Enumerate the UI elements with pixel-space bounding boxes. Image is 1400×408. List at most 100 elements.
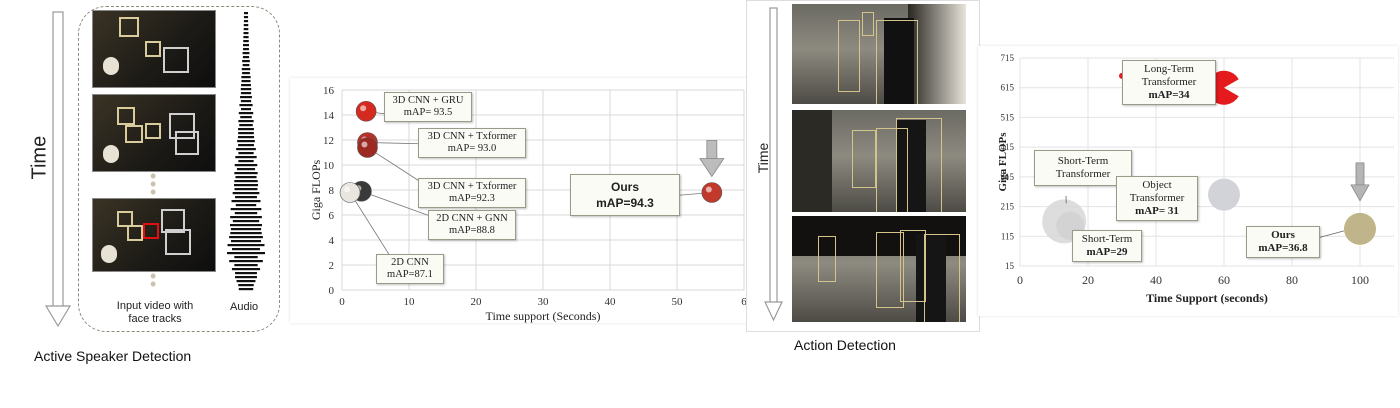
waveform-bar: [236, 148, 256, 151]
waveform-bar: [238, 120, 254, 123]
waveform-bar: [243, 40, 249, 43]
waveform-bar: [231, 268, 261, 271]
time-label: Time: [28, 135, 51, 180]
chart1-point: [357, 137, 378, 158]
waveform-bar: [242, 64, 250, 67]
waveform-bar: [242, 52, 250, 55]
chart1-ytick-label: 4: [329, 235, 335, 247]
chart1-leader-line: [361, 190, 431, 217]
chart1-ours-arrow-head-icon: [699, 158, 725, 178]
chart2-label-ours: Ours mAP=36.8: [1246, 226, 1320, 258]
waveform-bar: [242, 60, 250, 63]
waveform-bar: [232, 248, 260, 251]
chart1-point-highlight: [344, 186, 351, 193]
waveform-bar: [227, 244, 265, 247]
action-detection-caption: Action Detection: [794, 337, 896, 353]
waveform-bar: [229, 260, 263, 263]
time-label-2: Time: [755, 142, 771, 174]
waveform-bar: [235, 272, 257, 275]
waveform-bar: [240, 108, 252, 111]
waveform-bar: [239, 124, 253, 127]
chart2-xtick-label: 100: [1351, 273, 1369, 287]
waveform-bar: [232, 192, 260, 195]
waveform-bar: [244, 12, 248, 15]
audio-waveform-icon: [227, 12, 265, 291]
waveform-bar: [243, 16, 249, 19]
chart1-point-highlight: [360, 105, 367, 112]
chart1-point-highlight: [361, 141, 368, 148]
chart1-ytick-label: 10: [323, 160, 335, 172]
video-frame-2: [92, 94, 216, 172]
waveform-bar: [230, 228, 262, 231]
chart1-label-2dcnn: 2D CNN mAP=87.1: [376, 254, 444, 284]
waveform-bar: [243, 32, 249, 35]
waveform-bar: [230, 216, 262, 219]
video-audio-container: [78, 6, 280, 332]
chart1-label-3dcnn-gru: 3D CNN + GRU mAP= 93.5: [384, 92, 472, 122]
chart2-ytick-label: 115: [1001, 231, 1015, 241]
chart2-label-object-transformer: Object Transformer mAP= 31: [1116, 176, 1198, 221]
chart2-point-ours: [1344, 212, 1376, 245]
chart1-leader-line: [349, 192, 391, 257]
chart2-xtick-label: 60: [1218, 273, 1230, 287]
frames-ellipsis: • • •: [150, 166, 157, 202]
waveform-bar: [236, 280, 256, 283]
waveform-bar: [240, 92, 252, 95]
chart2-ytick-label: 515: [1001, 112, 1015, 122]
waveform-bar: [239, 104, 253, 107]
chart1-point: [339, 182, 361, 203]
waveform-bar: [234, 264, 258, 267]
street-frame-3: [792, 216, 966, 322]
waveform-bar: [230, 208, 262, 211]
chart1-xtick-label: 20: [471, 296, 483, 308]
time-arrow-icon-2: [764, 7, 783, 322]
input-video-label: Input video with face tracks: [116, 300, 194, 325]
waveform-bar: [238, 144, 254, 147]
waveform-bar: [237, 136, 255, 139]
chart2-ours-arrow-icon: [1355, 162, 1365, 186]
chart2-xtick-label: 0: [1017, 273, 1023, 287]
chart2-xtick-label: 40: [1150, 273, 1162, 287]
video-frame-1: [92, 10, 216, 88]
chart1-ytick-label: 6: [329, 210, 335, 222]
chart1-ytick-label: 12: [323, 135, 334, 147]
chart2-ytick-label: 615: [1001, 83, 1015, 93]
chart1-point: [701, 182, 723, 203]
chart2-x-axis-label: Time Support (seconds): [1146, 291, 1268, 305]
waveform-bar: [234, 212, 258, 215]
audio-label: Audio: [230, 301, 259, 313]
time-arrow-icon: [44, 11, 72, 328]
frames-ellipsis-2: • •: [150, 266, 157, 294]
asd-caption: Active Speaker Detection: [34, 348, 192, 364]
waveform-bar: [234, 172, 258, 175]
waveform-bar: [243, 44, 249, 47]
waveform-bar: [240, 116, 252, 119]
chart1-point: [355, 100, 377, 122]
waveform-bar: [232, 220, 260, 223]
waveform-bar: [235, 156, 257, 159]
chart2-ytick-label: 715: [1001, 53, 1015, 63]
waveform-bar: [243, 48, 249, 51]
chart1-ytick-label: 14: [323, 110, 335, 122]
waveform-bar: [241, 80, 251, 83]
video-frame-3: [92, 198, 216, 272]
chart2-label-short-term: Short-Term mAP=29: [1072, 230, 1142, 262]
waveform-bar: [238, 284, 254, 287]
waveform-bar: [236, 168, 256, 171]
waveform-bar: [243, 20, 249, 23]
chart1-ytick-label: 0: [329, 285, 335, 297]
chart2-point-object-transformer: [1208, 178, 1240, 211]
chart1-xtick-label: 50: [672, 296, 684, 308]
waveform-bar: [235, 204, 257, 207]
waveform-bar: [241, 84, 251, 87]
waveform-bar: [238, 132, 254, 135]
chart2-xtick-label: 80: [1286, 273, 1298, 287]
chart2-xtick-label: 20: [1082, 273, 1094, 287]
chart1-point-highlight: [705, 186, 712, 193]
waveform-bar: [235, 276, 257, 279]
waveform-bar: [241, 76, 251, 79]
waveform-bar: [231, 200, 261, 203]
chart2-label-short-term-transformer: Short-Term Transformer: [1034, 150, 1132, 186]
chart1-xtick-label: 0: [339, 296, 345, 308]
chart2-y-axis-label: Giga FLOPs: [997, 132, 1009, 192]
